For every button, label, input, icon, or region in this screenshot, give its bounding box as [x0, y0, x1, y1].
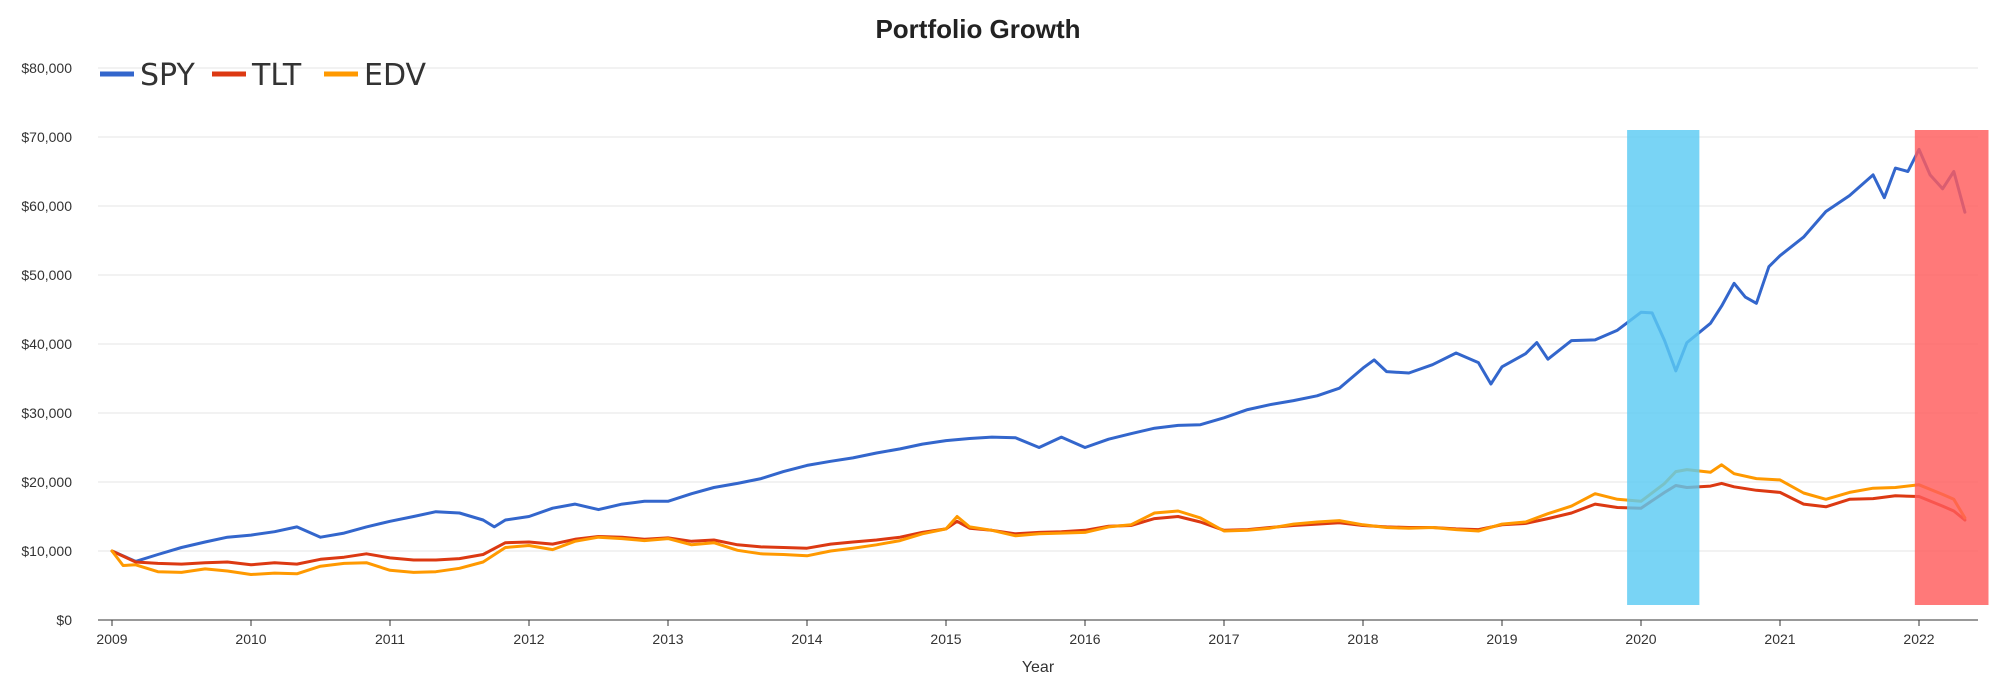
- y-axis-ticks: $0 $10,000 $20,000 $30,000 $40,000 $50,000 $60…: [21, 60, 72, 628]
- y-tick-label: $0: [56, 612, 72, 628]
- x-tick-label: 2009: [96, 631, 127, 647]
- y-tick-label: $40,000: [21, 336, 72, 352]
- x-tick-label: 2021: [1764, 631, 1795, 647]
- x-tick-label: 2011: [375, 631, 405, 647]
- x-axis-title: Year: [1022, 659, 1055, 673]
- highlight-region-2: [1914, 130, 1989, 605]
- x-tick-label: 2018: [1347, 631, 1378, 647]
- x-tick-label: 2019: [1486, 631, 1517, 647]
- x-tick-label: 2012: [513, 631, 544, 647]
- x-tick-label: 2020: [1625, 631, 1656, 647]
- x-tick-label: 2016: [1069, 631, 1100, 647]
- y-tick-label: $30,000: [21, 405, 72, 421]
- legend: SPY TLT EDV: [100, 58, 427, 93]
- y-tick-label: $70,000: [21, 129, 72, 145]
- x-tick-label: 2010: [235, 631, 266, 647]
- legend-label-spy: SPY: [140, 58, 195, 93]
- legend-label-edv: EDV: [364, 58, 427, 93]
- chart-title: Portfolio Growth: [875, 14, 1080, 44]
- y-tick-label: $10,000: [21, 543, 72, 559]
- y-tick-label: $20,000: [21, 474, 72, 490]
- x-tick-label: 2015: [930, 631, 961, 647]
- x-axis-ticks: 2009 2010 2011 2012 2013 2014 2015 2016 2017 2018…: [96, 620, 1935, 647]
- x-tick-label: 2022: [1903, 631, 1934, 647]
- highlight-region-1: [1627, 130, 1700, 605]
- x-tick-label: 2014: [791, 631, 822, 647]
- y-tick-label: $60,000: [21, 198, 72, 214]
- highlight-regions: [1627, 130, 1989, 605]
- legend-label-tlt: TLT: [251, 58, 302, 93]
- x-tick-label: 2017: [1208, 631, 1239, 647]
- series-line-spy: [110, 147, 1967, 563]
- y-tick-label: $80,000: [21, 60, 72, 76]
- y-tick-label: $50,000: [21, 267, 72, 283]
- x-tick-label: 2013: [652, 631, 683, 647]
